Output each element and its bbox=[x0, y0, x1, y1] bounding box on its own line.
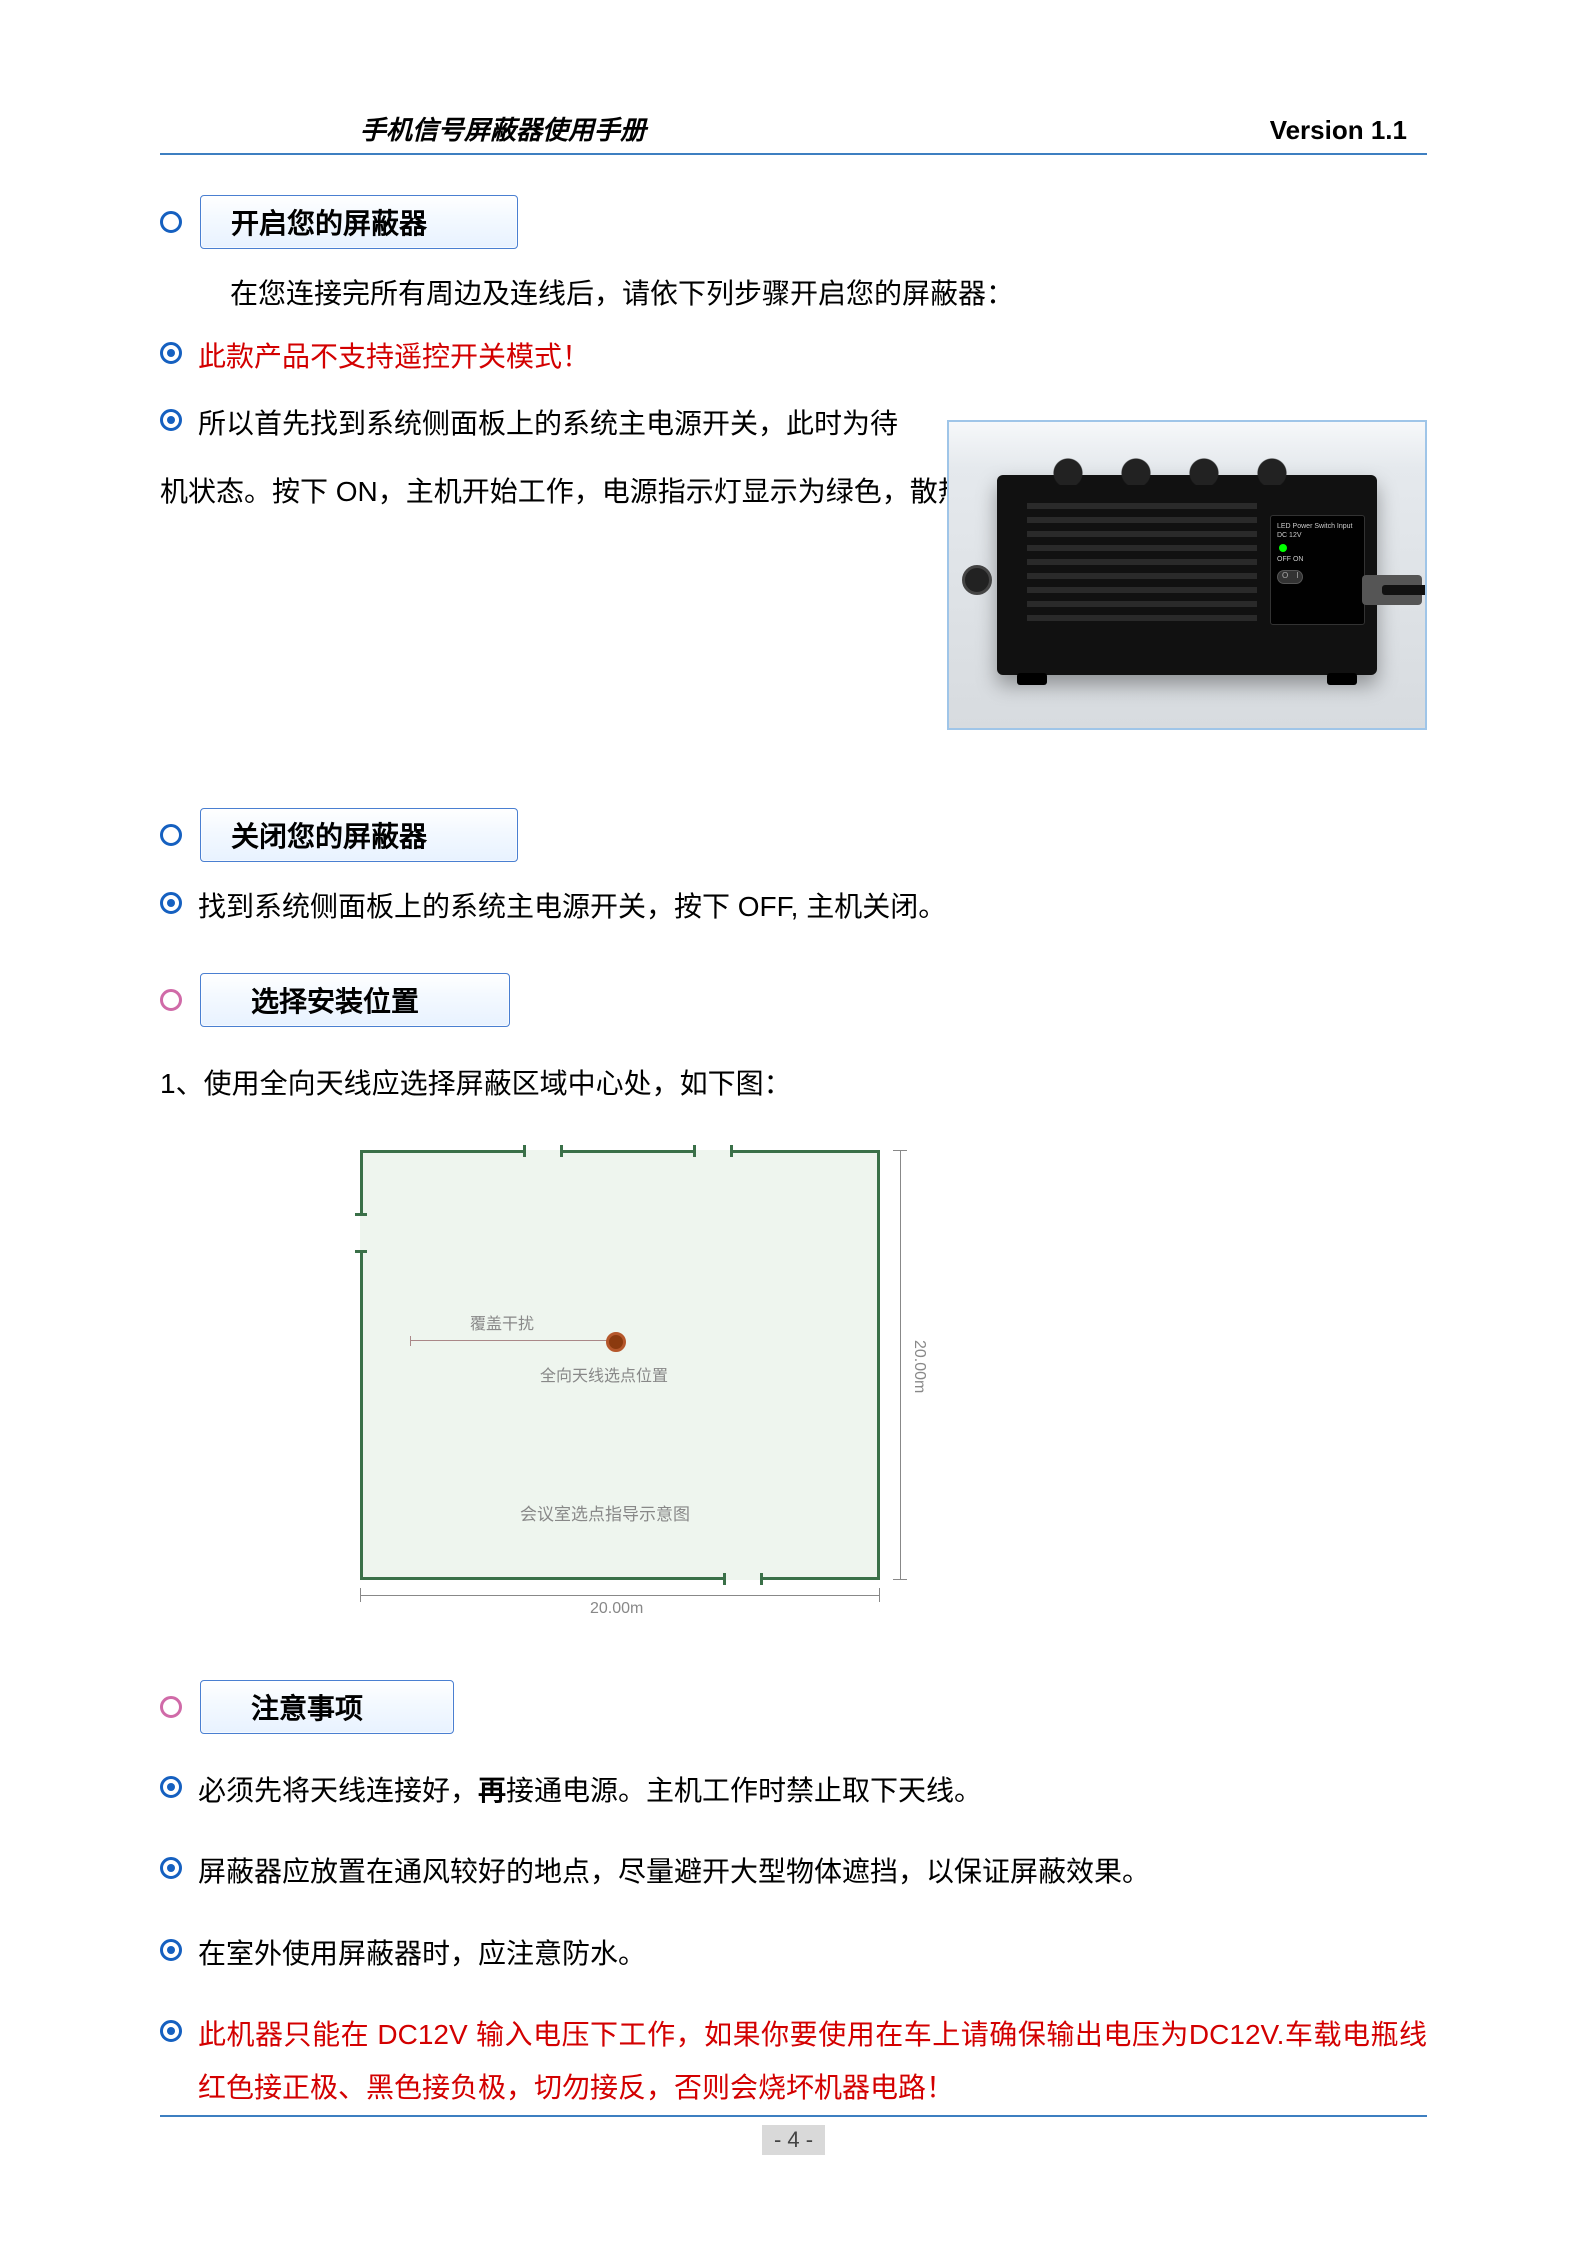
device-photo: LED Power Switch Input DC 12V OFF ON bbox=[947, 420, 1427, 730]
location-diagram: 覆盖干扰 全向天线选点位置 会议室选点指导示意图 20.00m 20.00m bbox=[340, 1140, 1427, 1640]
note-text-red: 此机器只能在 DC12V 输入电压下工作，如果你要使用在车上请确保输出电压为DC… bbox=[198, 2008, 1427, 2114]
bullet-double-icon bbox=[160, 409, 182, 431]
close-text: 找到系统侧面板上的系统主电源开关，按下 OFF, 主机关闭。 bbox=[198, 880, 1427, 933]
close-text-line: 找到系统侧面板上的系统主电源开关，按下 OFF, 主机关闭。 bbox=[160, 880, 1427, 933]
bullet-double-icon bbox=[160, 1857, 182, 1879]
section-notes-heading-row: 注意事项 bbox=[160, 1680, 1427, 1734]
section-close-heading-row: 关闭您的屏蔽器 bbox=[160, 808, 1427, 862]
knob-icon bbox=[962, 565, 992, 595]
note-item: 在室外使用屏蔽器时，应注意防水。 bbox=[160, 1927, 1427, 1980]
note-text: 必须先将天线连接好，再接通电源。主机工作时禁止取下天线。 bbox=[198, 1764, 1427, 1817]
open-intro: 在您连接完所有周边及连线后，请依下列步骤开启您的屏蔽器： bbox=[230, 267, 1427, 320]
diagram-width-label: 20.00m bbox=[590, 1600, 643, 1618]
diagram-center-label: 全向天线选点位置 bbox=[540, 1362, 668, 1386]
bullet-double-icon bbox=[160, 1776, 182, 1798]
section-close-heading: 关闭您的屏蔽器 bbox=[200, 808, 518, 862]
note-text: 在室外使用屏蔽器时，应注意防水。 bbox=[198, 1927, 1427, 1980]
led-icon bbox=[1279, 544, 1287, 552]
note-item: 必须先将天线连接好，再接通电源。主机工作时禁止取下天线。 bbox=[160, 1764, 1427, 1817]
bullet-icon bbox=[160, 824, 182, 846]
doc-title: 手机信号屏蔽器使用手册 bbox=[360, 110, 646, 147]
power-switch-icon bbox=[1277, 570, 1303, 584]
section-location-heading-row: 选择安装位置 bbox=[160, 973, 1427, 1027]
open-warning-line: 此款产品不支持遥控开关模式！ bbox=[160, 330, 1427, 383]
section-notes-heading: 注意事项 bbox=[200, 1680, 454, 1734]
note-item: 此机器只能在 DC12V 输入电压下工作，如果你要使用在车上请确保输出电压为DC… bbox=[160, 2008, 1427, 2114]
notes-list: 必须先将天线连接好，再接通电源。主机工作时禁止取下天线。 屏蔽器应放置在通风较好… bbox=[160, 1764, 1427, 2114]
location-intro: 1、使用全向天线应选择屏蔽区域中心处，如下图： bbox=[160, 1057, 1427, 1110]
bullet-double-icon bbox=[160, 342, 182, 364]
section-open-heading-row: 开启您的屏蔽器 bbox=[160, 195, 1427, 249]
panel-line2: OFF ON bbox=[1277, 555, 1358, 564]
section-location-heading: 选择安装位置 bbox=[200, 973, 510, 1027]
page-footer: - 4 - bbox=[160, 2115, 1427, 2155]
diagram-caption: 会议室选点指导示意图 bbox=[520, 1500, 690, 1525]
bullet-double-icon bbox=[160, 2020, 182, 2042]
note-item: 屏蔽器应放置在通风较好的地点，尽量避开大型物体遮挡，以保证屏蔽效果。 bbox=[160, 1845, 1427, 1898]
bullet-icon bbox=[160, 211, 182, 233]
bullet-double-icon bbox=[160, 892, 182, 914]
dc-connector-icon bbox=[1362, 575, 1422, 605]
diagram-center-icon bbox=[606, 1332, 626, 1352]
bullet-double-icon bbox=[160, 1939, 182, 1961]
section-open-heading: 开启您的屏蔽器 bbox=[200, 195, 518, 249]
diagram-radius-label: 覆盖干扰 bbox=[470, 1310, 534, 1334]
bullet-pink-icon bbox=[160, 1696, 182, 1718]
open-warning: 此款产品不支持遥控开关模式！ bbox=[198, 330, 1427, 383]
note-text: 屏蔽器应放置在通风较好的地点，尽量避开大型物体遮挡，以保证屏蔽效果。 bbox=[198, 1845, 1427, 1898]
diagram-height-label: 20.00m bbox=[910, 1340, 928, 1393]
device-panel: LED Power Switch Input DC 12V OFF ON bbox=[1270, 515, 1365, 625]
bullet-pink-icon bbox=[160, 989, 182, 1011]
panel-line1: LED Power Switch Input DC 12V bbox=[1277, 522, 1358, 540]
page-number: - 4 - bbox=[762, 2125, 825, 2155]
doc-version: Version 1.1 bbox=[1270, 115, 1407, 146]
page-header: 手机信号屏蔽器使用手册 Version 1.1 bbox=[160, 110, 1427, 155]
